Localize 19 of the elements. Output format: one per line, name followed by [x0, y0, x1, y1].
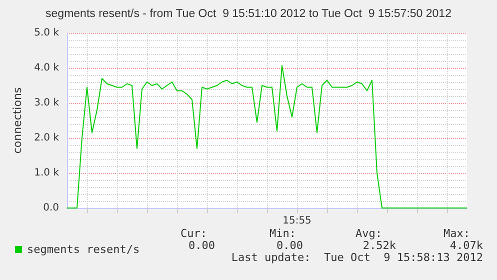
text: 0.00 — [188, 239, 215, 252]
y-tick-label: 1.0 k — [34, 168, 60, 178]
x-tick-label: 15:55 — [282, 216, 312, 226]
legend-label: segments resent/s — [27, 243, 140, 256]
y-tick-label: 4.0 k — [34, 62, 60, 74]
y-tick-label: 5.0 k — [34, 28, 60, 38]
text: 2.52k — [362, 239, 396, 252]
text: Avg: — [356, 227, 382, 240]
y-tick-label: 3.0 k — [34, 98, 60, 108]
text: Last update: Tue Oct 9 15:58:13 2012 — [231, 251, 483, 264]
text: 0.00 — [276, 239, 303, 252]
y-tick-label: 0.0 — [43, 202, 59, 214]
y-tick-label: 2.0 k — [34, 132, 60, 144]
text: Cur: — [180, 227, 207, 240]
text: Max: — [444, 227, 470, 240]
chart-title: segments resent/s - from Tue Oct 9 15:51:10 2012 to Tue Oct 9 15:57:50 2012 — [46, 8, 452, 20]
text: 4.07k — [450, 239, 484, 252]
text: Min: — [270, 227, 296, 240]
y-axis-title: connections — [11, 87, 24, 154]
